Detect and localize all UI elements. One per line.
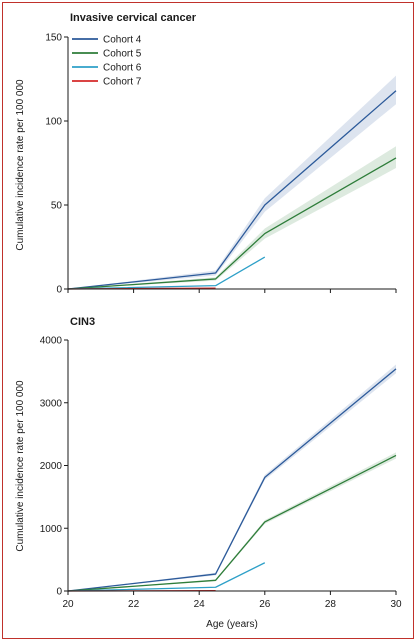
axes: 0 50 100 150 <box>45 33 397 296</box>
y-tick-label: 2000 <box>40 461 63 472</box>
figure-frame <box>2 2 414 639</box>
x-tick-label: 24 <box>194 599 206 610</box>
y-axis-label: Cumulative incidence rate per 100 000 <box>15 380 26 552</box>
ci-band <box>68 364 396 591</box>
series-lines <box>67 368 397 592</box>
x-tick-label: 30 <box>390 599 402 610</box>
x-tick-label: 26 <box>259 599 271 610</box>
ci-bands <box>68 75 396 289</box>
series-line <box>67 256 266 290</box>
series-line <box>67 157 397 290</box>
ci-bands <box>68 364 396 591</box>
y-tick-label: 0 <box>56 587 62 598</box>
ci-band <box>68 452 396 591</box>
y-tick-label: 4000 <box>40 336 63 347</box>
x-tick-label: 28 <box>325 599 337 610</box>
series-line <box>67 454 397 592</box>
series-line <box>67 90 397 290</box>
panel-invasive-cervical-cancer: Invasive cervical cancer Cumulative inci… <box>15 12 397 296</box>
y-tick-label: 150 <box>45 33 62 44</box>
legend-label: Cohort 5 <box>103 49 142 60</box>
x-tick-label: 22 <box>128 599 140 610</box>
y-tick-label: 100 <box>45 117 62 128</box>
legend-label: Cohort 4 <box>103 35 142 46</box>
legend: Cohort 4 Cohort 5 Cohort 6 Cohort 7 <box>72 35 142 88</box>
y-tick-label: 3000 <box>40 398 63 409</box>
series-line <box>67 368 397 592</box>
legend-label: Cohort 7 <box>103 77 142 88</box>
panel-cin3: CIN3 Cumulative incidence rate per 100 0… <box>15 316 402 630</box>
series-line <box>67 562 266 592</box>
y-tick-label: 1000 <box>40 524 63 535</box>
y-axis-label: Cumulative incidence rate per 100 000 <box>15 79 26 251</box>
axes: 0 1000 2000 3000 4000 20 22 24 26 28 30 <box>40 336 402 611</box>
legend-label: Cohort 6 <box>103 63 142 74</box>
x-axis-label: Age (years) <box>206 619 258 630</box>
x-tick-label: 20 <box>62 599 74 610</box>
ci-band <box>68 146 396 289</box>
y-tick-label: 50 <box>51 201 63 212</box>
y-tick-label: 0 <box>56 285 62 296</box>
panel-title: Invasive cervical cancer <box>70 12 197 24</box>
panel-title: CIN3 <box>70 316 95 328</box>
